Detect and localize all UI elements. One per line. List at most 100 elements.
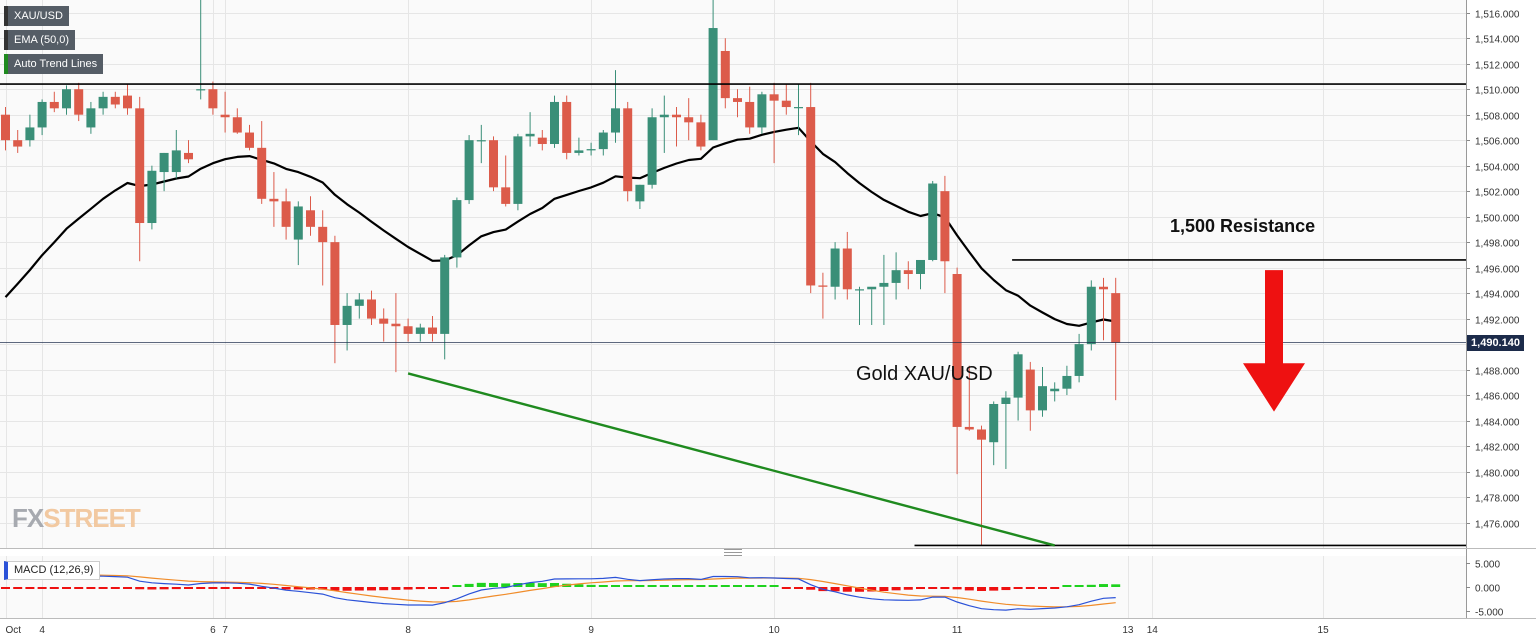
- candle: [257, 121, 267, 204]
- macd-histogram-bar: [1, 587, 10, 589]
- macd-histogram-bar: [1111, 584, 1121, 587]
- macd-histogram-bar: [13, 587, 23, 589]
- macd-histogram-bar: [647, 585, 657, 587]
- legend-macd[interactable]: MACD (12,26,9): [4, 561, 101, 580]
- candle: [940, 175, 950, 294]
- candle: [757, 91, 767, 134]
- candle-body: [367, 299, 376, 319]
- candle: [818, 272, 828, 319]
- candle: [781, 84, 791, 115]
- macd-histogram-bar: [684, 585, 694, 587]
- macd-pane: 5.000 0.000 -5.000: [1, 560, 1504, 619]
- candle: [110, 91, 120, 109]
- candle: [318, 210, 328, 286]
- candle: [1038, 367, 1047, 417]
- candle: [891, 252, 901, 300]
- candle-body: [720, 50, 730, 99]
- macd-histogram-bar: [623, 585, 633, 587]
- macd-histogram-bar: [672, 585, 681, 587]
- candle-body: [1050, 388, 1060, 392]
- candle-body: [977, 429, 986, 440]
- macd-histogram-bar: [318, 587, 328, 590]
- candle-body: [489, 140, 498, 188]
- candle: [196, 0, 206, 100]
- candle: [13, 129, 23, 153]
- macd-histogram-bar: [281, 587, 291, 590]
- macd-histogram-bar: [574, 584, 584, 587]
- candle-body: [476, 140, 486, 142]
- candle: [830, 242, 840, 300]
- macd-histogram-bar: [440, 587, 450, 589]
- macd-histogram-bar: [62, 587, 71, 589]
- grid: [0, 0, 1466, 618]
- macd-histogram-bar: [98, 587, 108, 589]
- macd-histogram-bar: [659, 585, 669, 587]
- candle-body: [330, 242, 340, 325]
- candle-body: [574, 150, 584, 153]
- legend-trendlines[interactable]: Auto Trend Lines: [4, 54, 104, 74]
- macd-histogram-bar: [379, 587, 389, 591]
- macd-histogram-bar: [830, 587, 840, 592]
- macd-histogram-bar: [1001, 587, 1011, 591]
- legend-ema[interactable]: EMA (50,0): [4, 30, 76, 50]
- candle: [550, 95, 559, 148]
- candle-body: [794, 107, 803, 109]
- candle-body: [562, 101, 572, 153]
- candle-body: [171, 150, 181, 173]
- candle-body: [842, 248, 852, 290]
- candle: [49, 91, 59, 113]
- candle: [855, 286, 864, 325]
- candle: [794, 84, 803, 136]
- time-axis: Oct 4 6 7 8 9 10 11 13 14 15: [6, 625, 1330, 636]
- macd-histogram-bar: [196, 587, 206, 589]
- x-tick-label: 8: [405, 625, 411, 636]
- macd-histogram-bar: [1099, 584, 1108, 587]
- candle-body: [354, 299, 364, 306]
- pane-resize-handle[interactable]: [724, 549, 742, 556]
- candle: [171, 129, 181, 179]
- y-tick-label: 1,480.000: [1475, 469, 1520, 480]
- candle: [184, 140, 193, 164]
- candle: [928, 180, 938, 262]
- y-tick-label: 1,506.000: [1475, 137, 1520, 148]
- macd-histogram-bar: [257, 587, 267, 589]
- drawn-lines-group: [0, 83, 1466, 547]
- y-tick-label: 1,504.000: [1475, 163, 1520, 174]
- candle-body: [1074, 344, 1084, 376]
- candle: [501, 155, 511, 207]
- down-arrow-shape: [1243, 270, 1305, 412]
- candle-body: [220, 114, 230, 118]
- y-tick-label: 1,478.000: [1475, 494, 1520, 505]
- macd-histogram-bar: [342, 587, 352, 591]
- macd-line: [5, 573, 1116, 611]
- candle-body: [62, 89, 71, 109]
- candle: [330, 235, 340, 364]
- candle: [647, 108, 657, 189]
- candle: [806, 82, 816, 294]
- candle: [147, 165, 157, 230]
- macd-histogram-bar: [330, 587, 340, 591]
- candle: [342, 293, 352, 351]
- candle-body: [867, 286, 877, 290]
- candle: [306, 196, 315, 236]
- candle-body: [452, 200, 462, 258]
- candle-body: [952, 274, 962, 427]
- candle-body: [659, 114, 669, 118]
- y-tick-label: 1,486.000: [1475, 392, 1520, 403]
- macd-histogram-bar: [403, 587, 413, 590]
- candle-body: [74, 89, 84, 115]
- candle: [245, 124, 254, 151]
- macd-histogram-bar: [952, 587, 962, 590]
- candle: [135, 96, 145, 262]
- candle-body: [611, 108, 620, 133]
- macd-tick-label: 0.000: [1475, 584, 1500, 595]
- macd-histogram-bar: [25, 587, 35, 589]
- candle-body: [184, 152, 193, 160]
- candle: [86, 101, 96, 134]
- legend-symbol[interactable]: XAU/USD: [4, 6, 69, 26]
- candle: [1062, 365, 1072, 396]
- down-arrow-icon: [1243, 270, 1305, 412]
- candle: [62, 85, 71, 115]
- candle-body: [98, 96, 108, 109]
- macd-histogram-bar: [391, 587, 401, 590]
